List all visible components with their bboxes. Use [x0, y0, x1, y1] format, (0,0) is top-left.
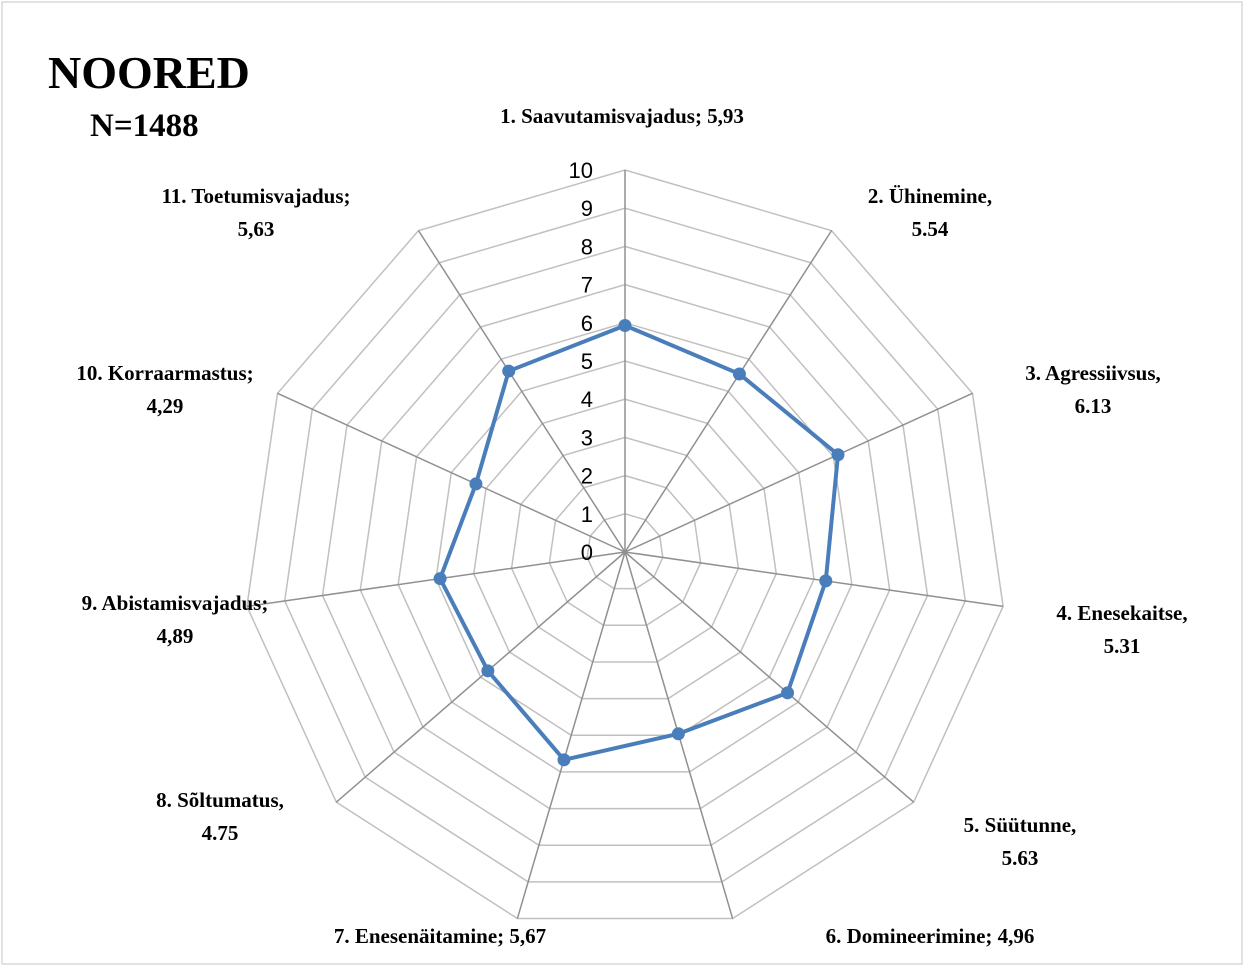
spoke: [624, 551, 915, 803]
grid-ring: [359, 283, 891, 810]
grid-ring: [283, 207, 967, 883]
tick-label: 3: [581, 425, 593, 450]
spoke: [624, 392, 973, 553]
category-label-line: 4,89: [157, 624, 194, 648]
tick-label: 10: [569, 158, 593, 183]
data-point: [781, 686, 795, 700]
spoke: [624, 551, 1004, 608]
grid-ring: [510, 436, 740, 663]
category-label-line: 5. Süütunne,: [964, 813, 1077, 837]
category-label-line: 5.63: [1002, 846, 1039, 870]
grid-ring: [321, 245, 929, 846]
category-label: 3. Agressiivsus, 6.13: [1025, 361, 1161, 418]
category-label: 2. Ühinemine, 5.54: [868, 184, 992, 241]
tick-label: 8: [581, 234, 593, 259]
category-label-line: 1. Saavutamisvajadus; 5,93: [500, 104, 744, 128]
data-point: [481, 664, 495, 678]
tick-label: 5: [581, 349, 593, 374]
category-label-line: 5,63: [238, 217, 275, 241]
data-point: [502, 364, 516, 378]
category-label-line: 10. Korraarmastus;: [76, 361, 253, 385]
tick-label: 0: [581, 540, 593, 565]
spoke: [417, 230, 626, 553]
spoke: [335, 551, 626, 803]
tick-label: 4: [581, 387, 593, 412]
spoke: [277, 392, 626, 553]
category-label: 9. Abistamisvajadus; 4,89: [82, 591, 269, 648]
tick-label: 7: [581, 273, 593, 298]
category-label: 10. Korraarmastus; 4,29: [76, 361, 253, 418]
category-label: 8. Sõltumatus, 4.75: [156, 788, 284, 845]
category-label-line: 6.13: [1075, 394, 1112, 418]
category-label: 7. Enesenäitamine; 5,67: [334, 924, 546, 948]
tick-label: 9: [581, 196, 593, 221]
tick-label: 2: [581, 464, 593, 489]
grid-ring: [472, 398, 778, 700]
grid-ring: [435, 360, 815, 737]
category-label: 6. Domineerimine; 4,96: [826, 924, 1035, 948]
data-point: [732, 367, 746, 381]
data-point: [618, 318, 632, 332]
category-label-line: 11. Toetumisvajadus;: [161, 184, 350, 208]
chart-title: NOORED: [48, 47, 250, 98]
category-label: 4. Enesekaitse, 5.31: [1056, 601, 1187, 658]
data-point: [557, 753, 571, 767]
data-point: [433, 572, 447, 586]
category-label-line: 5.31: [1104, 634, 1141, 658]
grid-ring: [246, 169, 1004, 920]
data-point: [831, 448, 845, 462]
chart-subtitle: N=1488: [90, 108, 199, 144]
spoke: [516, 551, 626, 919]
category-label-line: 7. Enesenäitamine; 5,67: [334, 924, 546, 948]
category-label-line: 5.54: [912, 217, 949, 241]
category-label-line: 3. Agressiivsus,: [1025, 361, 1161, 385]
category-label-line: 6. Domineerimine; 4,96: [826, 924, 1035, 948]
data-point: [671, 727, 685, 741]
tick-label: 1: [581, 502, 593, 527]
spoke: [624, 230, 833, 553]
category-label: 11. Toetumisvajadus; 5,63: [161, 184, 350, 241]
grid-ring: [548, 474, 702, 627]
category-label: 1. Saavutamisvajadus; 5,93: [500, 104, 744, 128]
data-point: [469, 477, 483, 491]
category-label-line: 8. Sõltumatus,: [156, 788, 284, 812]
category-label-line: 9. Abistamisvajadus;: [82, 591, 269, 615]
category-label-line: 4,29: [147, 394, 184, 418]
category-label-line: 4. Enesekaitse,: [1056, 601, 1187, 625]
series-line: [438, 323, 841, 762]
data-point: [819, 574, 833, 588]
tick-label: 6: [581, 311, 593, 336]
category-label-line: 2. Ühinemine,: [868, 184, 992, 208]
grid-ring: [586, 513, 664, 590]
category-label-line: 4.75: [202, 821, 239, 845]
category-label: 5. Süütunne, 5.63: [964, 813, 1077, 870]
